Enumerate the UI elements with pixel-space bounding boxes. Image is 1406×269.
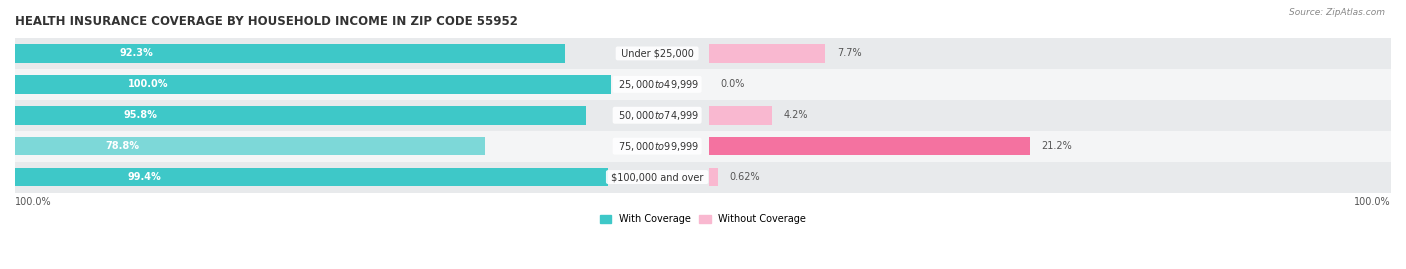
Text: $50,000 to $74,999: $50,000 to $74,999 (614, 109, 700, 122)
Text: 0.62%: 0.62% (730, 172, 761, 182)
Bar (15, 75, 612, 94)
Text: 92.3%: 92.3% (120, 48, 153, 58)
Bar (15, 137, 485, 155)
Text: 99.4%: 99.4% (128, 172, 162, 182)
Text: $100,000 and over: $100,000 and over (607, 172, 706, 182)
Text: 95.8%: 95.8% (124, 110, 157, 120)
Bar (709, 168, 718, 186)
Bar (15, 44, 565, 63)
Bar (15, 106, 586, 125)
Text: 100.0%: 100.0% (15, 197, 52, 207)
Text: 78.8%: 78.8% (105, 141, 139, 151)
Bar (709, 137, 1029, 155)
Text: 100.0%: 100.0% (128, 79, 169, 89)
Text: $25,000 to $49,999: $25,000 to $49,999 (614, 78, 700, 91)
Text: HEALTH INSURANCE COVERAGE BY HOUSEHOLD INCOME IN ZIP CODE 55952: HEALTH INSURANCE COVERAGE BY HOUSEHOLD I… (15, 15, 517, 28)
Text: 4.2%: 4.2% (783, 110, 808, 120)
Bar (709, 106, 772, 125)
Text: $75,000 to $99,999: $75,000 to $99,999 (614, 140, 700, 153)
Text: 7.7%: 7.7% (837, 48, 862, 58)
Bar (15, 100, 1391, 131)
Bar (15, 69, 1391, 100)
Bar (15, 38, 1391, 69)
Bar (15, 131, 1391, 162)
Legend: With Coverage, Without Coverage: With Coverage, Without Coverage (596, 211, 810, 228)
Bar (709, 44, 825, 63)
Text: Under $25,000: Under $25,000 (617, 48, 696, 58)
Text: 0.0%: 0.0% (720, 79, 745, 89)
Bar (15, 168, 607, 186)
Text: 21.2%: 21.2% (1042, 141, 1071, 151)
Text: Source: ZipAtlas.com: Source: ZipAtlas.com (1289, 8, 1385, 17)
Bar (15, 162, 1391, 193)
Text: 100.0%: 100.0% (1354, 197, 1391, 207)
